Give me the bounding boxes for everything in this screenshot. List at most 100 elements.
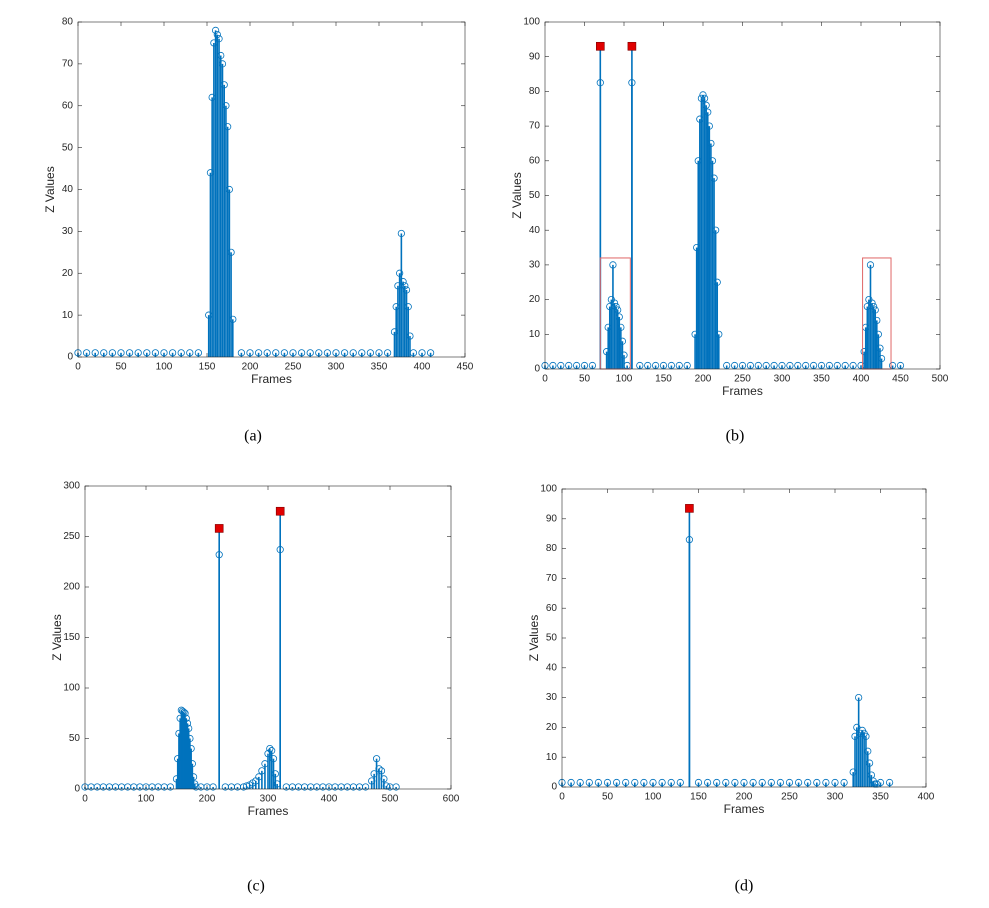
stem-marker (618, 337, 627, 345)
y-tick-label: 40 (62, 184, 74, 195)
stem-marker (209, 783, 217, 791)
stem (266, 744, 274, 789)
x-tick-label: 300 (827, 792, 844, 803)
stem-marker (804, 778, 812, 787)
x-tick-label: 300 (328, 362, 345, 373)
x-tick-label: 250 (285, 362, 302, 373)
stem (213, 30, 221, 357)
stem-marker (349, 349, 357, 357)
stem-marker (712, 226, 720, 234)
stem-marker (100, 349, 108, 357)
caption: (a) (244, 428, 262, 445)
stem-marker (266, 744, 274, 753)
stem (246, 349, 254, 357)
y-axis-label: Z Values (510, 172, 524, 218)
stem (667, 778, 675, 787)
caption: (c) (247, 878, 265, 895)
stem-marker (372, 755, 381, 763)
stem (185, 724, 193, 789)
stem (169, 349, 177, 357)
stem (263, 349, 271, 357)
stem (91, 349, 99, 357)
stem-marker (134, 349, 142, 357)
stem (794, 778, 803, 787)
stem (713, 278, 721, 369)
y-tick-label: 0 (551, 782, 557, 793)
stem-marker (576, 778, 584, 787)
y-tick-label: 90 (529, 51, 541, 62)
x-axis-label: Frames (251, 372, 292, 386)
stem (649, 778, 657, 787)
y-tick-label: 20 (529, 294, 541, 305)
stem-marker (758, 778, 766, 787)
x-tick-label: 450 (892, 374, 909, 385)
stem-marker (392, 783, 400, 791)
stem-marker (268, 747, 276, 755)
stem-marker (222, 102, 230, 110)
stem-marker (117, 349, 125, 357)
stem (617, 323, 625, 369)
stem (180, 708, 188, 789)
caption: (d) (735, 878, 754, 895)
stem-marker (870, 302, 878, 311)
stem-marker (699, 91, 707, 99)
stem-marker (703, 778, 712, 787)
stem (409, 349, 417, 357)
stem-marker (340, 349, 349, 357)
y-tick-label: 70 (62, 59, 74, 70)
stem-marker (289, 349, 297, 357)
stem-marker (246, 349, 254, 357)
stem-marker (874, 330, 882, 338)
stem-marker (594, 778, 603, 787)
stem-marker (306, 349, 314, 357)
x-tick-label: 150 (655, 374, 672, 385)
x-tick-label: 350 (813, 374, 830, 385)
y-tick-label: 40 (529, 225, 541, 236)
stem (710, 174, 718, 369)
stem-marker (876, 778, 885, 787)
x-tick-label: 50 (115, 362, 127, 373)
stem-marker (280, 349, 288, 357)
y-tick-label: 0 (534, 364, 540, 375)
stem-marker (876, 344, 884, 352)
stem (418, 349, 426, 357)
stem (609, 261, 617, 369)
stem (160, 349, 168, 357)
stem-marker (822, 778, 830, 787)
stem (585, 778, 593, 787)
x-tick-label: 250 (781, 792, 798, 803)
stem-marker (177, 349, 185, 357)
y-tick-label: 150 (63, 632, 80, 643)
stem (188, 760, 196, 789)
stem (332, 349, 340, 357)
stem-marker (615, 313, 623, 321)
stem-marker (640, 778, 648, 787)
stem (702, 101, 710, 369)
axes-box (561, 488, 927, 788)
stem (192, 783, 200, 791)
x-tick-label: 150 (690, 792, 707, 803)
stem (676, 778, 684, 787)
y-tick-label: 40 (546, 662, 558, 673)
stem (297, 349, 306, 357)
stem-marker (186, 349, 194, 357)
x-tick-label: 0 (75, 362, 81, 373)
stem (615, 313, 623, 369)
stem (426, 349, 435, 357)
y-axis-label: Z Values (50, 614, 64, 660)
plot-area (562, 489, 926, 787)
stem-marker (263, 349, 271, 357)
stem-marker (214, 524, 224, 533)
stem (100, 349, 108, 357)
stem-marker (831, 778, 839, 787)
stem (612, 778, 621, 787)
stem-marker (776, 778, 785, 787)
x-tick-label: 400 (414, 362, 431, 373)
x-tick-label: 150 (199, 362, 216, 373)
stem (340, 349, 349, 357)
stem (222, 102, 230, 357)
stem-marker (609, 261, 617, 269)
stem-marker (183, 719, 192, 727)
y-tick-label: 30 (62, 226, 74, 237)
